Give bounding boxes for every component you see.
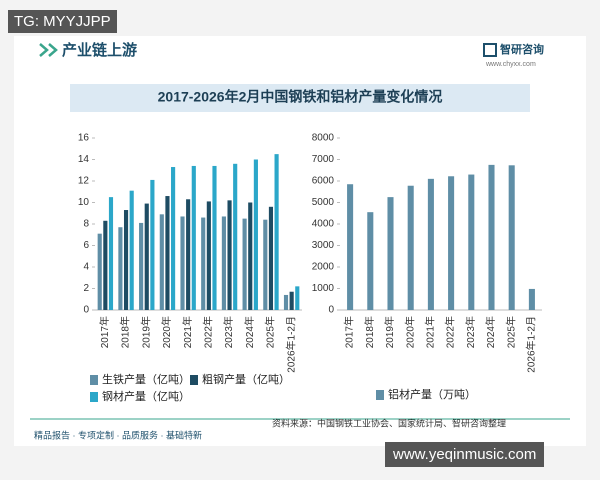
y-tick-label: 4000 [312, 219, 335, 230]
y-tick-label: 8000 [312, 133, 335, 144]
bar [227, 200, 232, 310]
bar [191, 165, 196, 310]
overlay-top: TG: MYYJJPP [8, 10, 117, 33]
bar [528, 288, 535, 310]
bar [268, 206, 274, 310]
bar [123, 210, 129, 310]
y-tick-label: 6 [83, 240, 89, 251]
legend-swatch [376, 390, 384, 400]
x-tick-label: 2019年 [139, 316, 152, 348]
x-tick-label: 2024年 [243, 316, 256, 348]
bar [103, 220, 108, 310]
x-tick-label: 2026年1-2月 [525, 316, 538, 373]
footer: 精品报告 · 专项定制 · 品质服务 · 基础特新 [34, 429, 202, 440]
x-tick-label: 2022年 [444, 316, 457, 348]
y-tick-label: 12 [78, 176, 90, 187]
y-tick-label: 3000 [312, 240, 335, 251]
bar [159, 214, 164, 310]
x-tick-label: 2019年 [383, 316, 396, 348]
y-tick-label: 5000 [312, 197, 335, 208]
bar [387, 197, 394, 310]
y-tick-label: 0 [328, 305, 334, 316]
x-tick-label: 2022年 [201, 316, 214, 348]
bar [468, 174, 475, 310]
bar [129, 190, 134, 310]
title-bar [70, 84, 530, 112]
bar [283, 294, 289, 310]
bar [233, 163, 238, 310]
y-tick-label: 2000 [312, 262, 335, 273]
bar [427, 178, 434, 310]
legend-swatch [90, 392, 98, 402]
y-tick-label: 2 [83, 283, 89, 294]
bar [186, 199, 191, 310]
url: www.chyxx.com [485, 61, 536, 68]
bar [448, 176, 455, 310]
logo [483, 43, 497, 57]
y-tick-label: 16 [78, 133, 90, 144]
bar [221, 216, 226, 310]
bar [242, 218, 247, 310]
y-tick-label: 7000 [312, 154, 335, 165]
bar [150, 179, 155, 310]
x-tick-label: 2021年 [181, 316, 194, 348]
bar [144, 203, 149, 310]
x-tick-label: 2026年1-2月 [284, 316, 297, 373]
x-tick-label: 2017年 [343, 316, 356, 348]
bar [165, 196, 170, 310]
x-tick-label: 2021年 [424, 316, 437, 348]
header-arrows [39, 43, 58, 57]
bar [289, 291, 294, 310]
legend-label: 生铁产量（亿吨） [102, 372, 190, 386]
y-tick-label: 4 [83, 262, 89, 273]
bar [212, 165, 217, 310]
bar [263, 219, 268, 310]
bar [118, 227, 123, 310]
x-tick-label: 2018年 [363, 316, 376, 348]
bar [108, 197, 114, 310]
bar [171, 167, 176, 310]
source: 资料来源：中国钢铁工业协会、国家统计局、智研咨询整理 [272, 417, 506, 428]
x-tick-label: 2023年 [222, 316, 235, 348]
y-tick-label: 6000 [312, 176, 335, 187]
bar [407, 185, 414, 310]
bar [295, 286, 300, 310]
brand: 智研咨询 [500, 42, 544, 56]
x-tick-label: 2023年 [464, 316, 477, 348]
x-tick-label: 2020年 [403, 316, 416, 348]
x-tick-label: 2025年 [504, 316, 517, 348]
bar [201, 217, 206, 310]
y-tick-label: 14 [78, 154, 90, 165]
x-tick-label: 2017年 [98, 316, 111, 348]
x-tick-label: 2020年 [160, 316, 173, 348]
overlay-bottom: www.yeqinmusic.com [385, 442, 545, 467]
bar [97, 233, 102, 310]
bar [367, 212, 374, 310]
y-tick-label: 8 [83, 219, 89, 230]
bar [248, 202, 253, 310]
x-tick-label: 2018年 [119, 316, 132, 348]
header-title: 产业链上游 [62, 41, 137, 59]
bar [180, 216, 185, 310]
legend-label: 钢材产量（亿吨） [102, 389, 190, 403]
y-tick-label: 10 [78, 197, 90, 208]
x-tick-label: 2024年 [484, 316, 497, 348]
chart-title: 2017-2026年2月中国钢铁和铝材产量变化情况 [158, 89, 443, 105]
bar [508, 165, 515, 310]
legend-swatch [190, 375, 198, 385]
legend-swatch [90, 375, 98, 385]
y-tick-label: 0 [83, 305, 89, 316]
legend-label: 铝材产量（万吨） [388, 387, 476, 401]
bar [206, 201, 211, 310]
bar [139, 222, 144, 310]
bar [347, 184, 354, 310]
y-tick-label: 1000 [312, 283, 335, 294]
bar [274, 154, 279, 310]
bar [253, 159, 258, 310]
legend-label: 粗钢产量（亿吨） [202, 372, 290, 386]
bar [488, 164, 495, 310]
x-tick-label: 2025年 [264, 316, 277, 348]
